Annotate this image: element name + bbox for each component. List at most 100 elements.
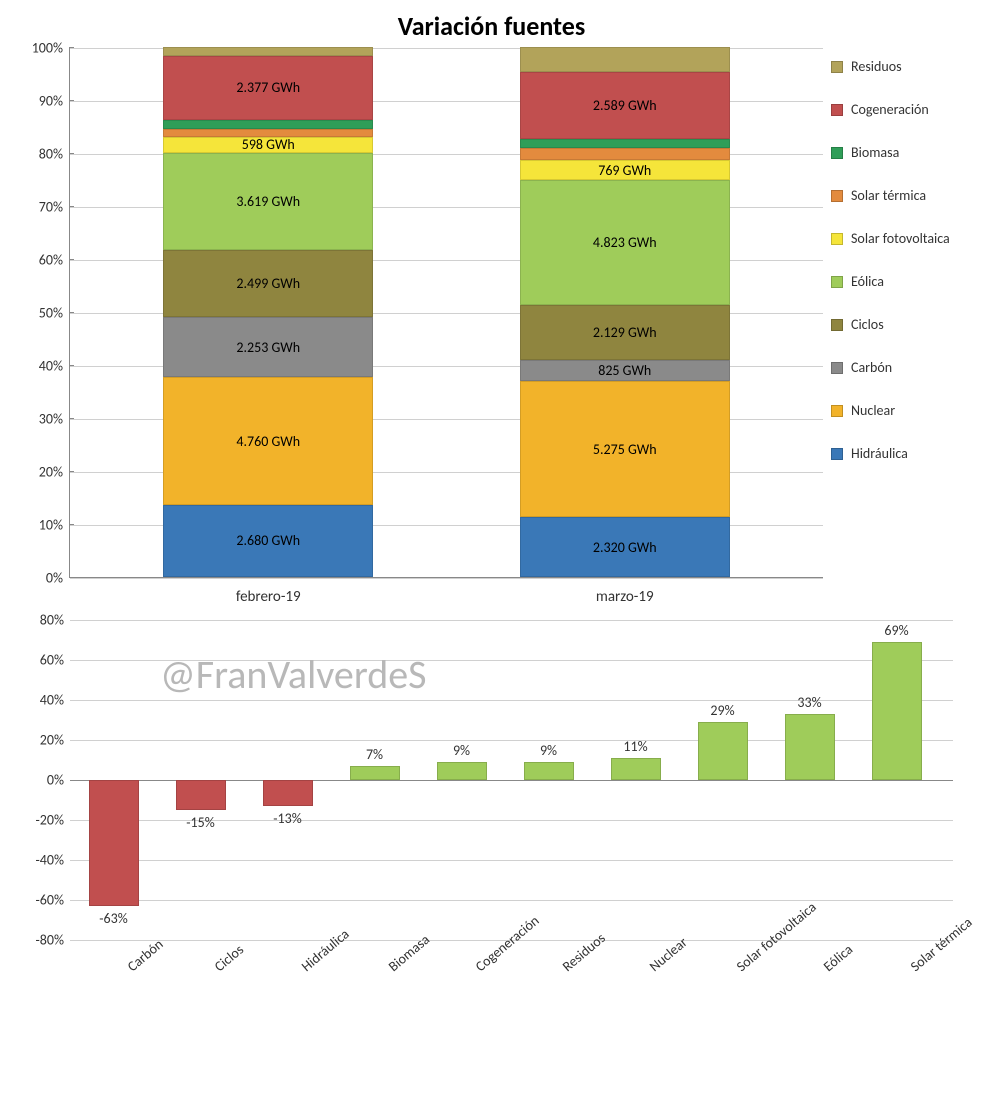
legend-swatch: [831, 405, 843, 417]
legend-swatch: [831, 61, 843, 73]
ytick-label: 100%: [32, 40, 63, 57]
legend-label: Hidráulica: [851, 445, 908, 462]
segment-carbon: 2.253 GWh: [163, 317, 373, 377]
legend-swatch: [831, 233, 843, 245]
ytick-label: -20%: [36, 812, 65, 829]
stacked-bar: 2.320 GWh5.275 GWh825 GWh2.129 GWh4.823 …: [520, 47, 730, 577]
ytick-label: 70%: [39, 199, 63, 216]
legend-label: Solar térmica: [851, 187, 926, 204]
bar-rect: [89, 780, 139, 906]
legend-label: Nuclear: [851, 402, 895, 419]
variation-chart: -80%-60%-40%-20%0%20%40%60%80% @FranValv…: [10, 620, 973, 940]
bar-rect: [524, 762, 574, 780]
variation-chart-plot: @FranValverdeS -63%Carbón-15%Ciclos-13%H…: [70, 620, 953, 940]
bar-value-label: 7%: [340, 746, 410, 763]
segment-cogeneracion: 2.377 GWh: [163, 56, 373, 120]
bar-rect: [350, 766, 400, 780]
segment-cogeneracion: 2.589 GWh: [520, 72, 730, 139]
legend-item-biomasa: Biomasa: [831, 144, 973, 161]
ytick-label: 40%: [40, 692, 64, 709]
legend-label: Carbón: [851, 359, 892, 376]
segment-biomasa: [163, 120, 373, 130]
ytick-label: 10%: [39, 517, 63, 534]
bar-value-label: 33%: [775, 694, 845, 711]
bar-value-label: 9%: [514, 742, 584, 759]
gridline: [70, 578, 823, 579]
bar-value-label: 29%: [688, 702, 758, 719]
bar-value-label: -63%: [79, 910, 149, 927]
ytick-label: -60%: [36, 892, 65, 909]
bar-rect: [437, 762, 487, 780]
legend-swatch: [831, 147, 843, 159]
legend-label: Cogeneración: [851, 101, 929, 118]
bar-rect: [611, 758, 661, 780]
xlabel: marzo-19: [520, 588, 730, 606]
variation-chart-yaxis: -80%-60%-40%-20%0%20%40%60%80%: [10, 620, 70, 940]
bar-rect: [872, 642, 922, 780]
legend-item-solar_fotovoltaica: Solar fotovoltaica: [831, 230, 973, 247]
legend-label: Solar fotovoltaica: [851, 230, 950, 247]
legend-swatch: [831, 276, 843, 288]
legend-item-eolica: Eólica: [831, 273, 973, 290]
stacked-chart-xaxis: febrero-19 marzo-19: [10, 588, 823, 606]
segment-eolica: 3.619 GWh: [163, 153, 373, 250]
xlabel: febrero-19: [163, 588, 373, 606]
bar-value-label: 9%: [427, 742, 497, 759]
bar-value-label: 11%: [601, 738, 671, 755]
segment-eolica: 4.823 GWh: [520, 180, 730, 305]
ytick-label: 0%: [47, 772, 64, 789]
bar-rect: [698, 722, 748, 780]
segment-biomasa: [520, 139, 730, 149]
bar-ciclos: -15%: [171, 620, 231, 940]
bar-residuos: 9%: [519, 620, 579, 940]
legend-item-ciclos: Ciclos: [831, 316, 973, 333]
segment-solar_termica: [163, 129, 373, 136]
stacked-chart: 0%10%20%30%40%50%60%70%80%90%100% 2.680 …: [10, 48, 973, 578]
segment-hidraulica: 2.320 GWh: [520, 517, 730, 577]
segment-carbon: 825 GWh: [520, 360, 730, 381]
bar-carbon: -63%: [84, 620, 144, 940]
legend-swatch: [831, 448, 843, 460]
ytick-label: 30%: [39, 411, 63, 428]
stacked-bar: 2.680 GWh4.760 GWh2.253 GWh2.499 GWh3.61…: [163, 47, 373, 577]
legend-item-solar_termica: Solar térmica: [831, 187, 973, 204]
segment-solar_termica: [520, 148, 730, 160]
ytick-label: 40%: [39, 358, 63, 375]
segment-nuclear: 5.275 GWh: [520, 381, 730, 517]
segment-solar_fotovoltaica: 598 GWh: [163, 137, 373, 153]
stacked-chart-plot: 2.680 GWh4.760 GWh2.253 GWh2.499 GWh3.61…: [70, 48, 823, 578]
bar-cogeneracion: 9%: [432, 620, 492, 940]
bar-value-label: -13%: [253, 810, 323, 827]
legend-item-cogeneracion: Cogeneración: [831, 101, 973, 118]
legend-item-residuos: Residuos: [831, 58, 973, 75]
ytick-label: 80%: [40, 612, 64, 629]
legend-swatch: [831, 362, 843, 374]
legend-label: Ciclos: [851, 316, 884, 333]
legend-swatch: [831, 190, 843, 202]
legend-label: Biomasa: [851, 144, 899, 161]
ytick-label: 0%: [46, 570, 63, 587]
segment-ciclos: 2.129 GWh: [520, 305, 730, 360]
bar-eolica: 33%: [780, 620, 840, 940]
segment-residuos: [520, 47, 730, 72]
segment-nuclear: 4.760 GWh: [163, 377, 373, 505]
bar-rect: [263, 780, 313, 806]
bar-rect: [785, 714, 835, 780]
ytick-label: 20%: [39, 464, 63, 481]
legend-swatch: [831, 319, 843, 331]
bar-solar_termica: 69%: [867, 620, 927, 940]
bar-hidraulica: -13%: [258, 620, 318, 940]
legend-item-nuclear: Nuclear: [831, 402, 973, 419]
chart-title: Variación fuentes: [10, 10, 973, 42]
segment-solar_fotovoltaica: 769 GWh: [520, 160, 730, 180]
legend-item-carbon: Carbón: [831, 359, 973, 376]
ytick-label: 20%: [40, 732, 64, 749]
legend: Residuos Cogeneración Biomasa Solar térmica…: [823, 48, 973, 578]
bar-rect: [176, 780, 226, 810]
ytick-label: 60%: [39, 252, 63, 269]
segment-hidraulica: 2.680 GWh: [163, 505, 373, 577]
bar-value-label: 69%: [862, 622, 932, 639]
bar-nuclear: 11%: [606, 620, 666, 940]
legend-item-hidraulica: Hidráulica: [831, 445, 973, 462]
ytick-label: 90%: [39, 93, 63, 110]
